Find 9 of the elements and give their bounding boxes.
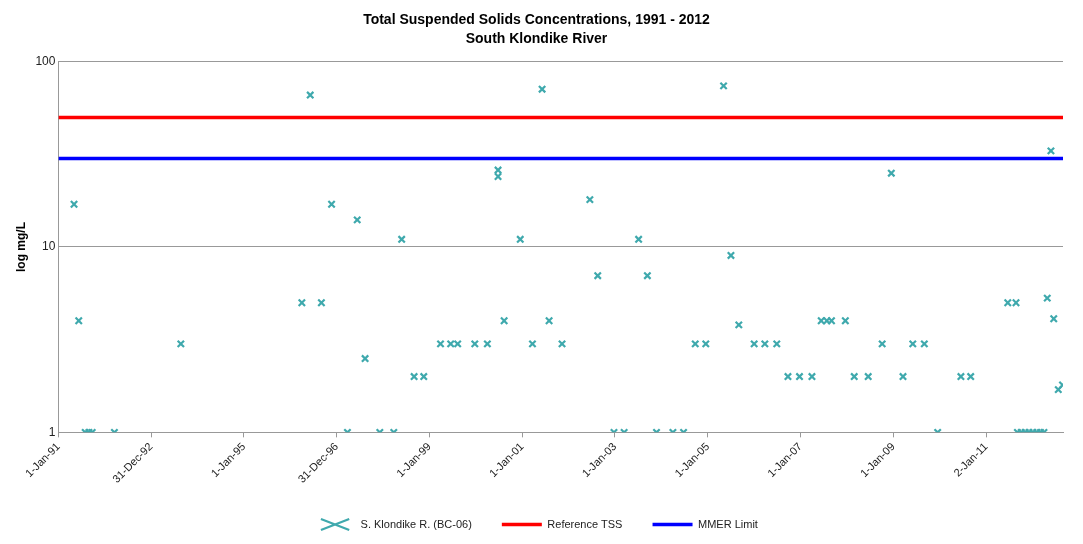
chart-title: Total Suspended Solids Concentrations, 1991 - 2012 xyxy=(363,11,711,28)
y-tick-label: 10 xyxy=(42,239,56,254)
legend-label: Reference TSS xyxy=(547,517,623,530)
legend-label: S. Klondike R. (BC-06) xyxy=(360,517,472,530)
y-axis-title: log mg/L xyxy=(13,221,28,272)
y-tick-label: 1 xyxy=(48,424,56,439)
legend-label: MMER Limit xyxy=(698,517,758,530)
y-tick-label: 100 xyxy=(35,53,56,68)
chart-subtitle: South Klondike River xyxy=(465,30,608,47)
